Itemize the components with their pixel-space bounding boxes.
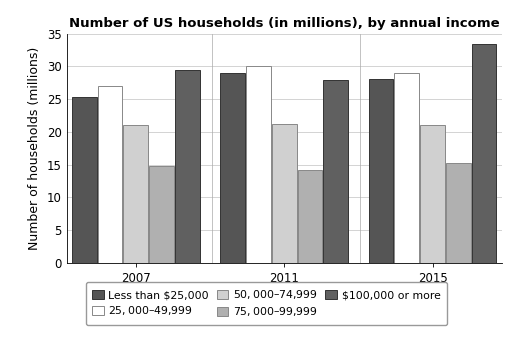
- X-axis label: Year: Year: [269, 290, 300, 303]
- Bar: [220, 73, 245, 263]
- Bar: [472, 43, 496, 263]
- Y-axis label: Number of households (millions): Number of households (millions): [28, 47, 41, 250]
- Bar: [394, 73, 419, 263]
- Bar: [175, 70, 200, 263]
- Bar: [369, 79, 393, 263]
- Title: Number of US households (in millions), by annual income: Number of US households (in millions), b…: [69, 17, 500, 30]
- Bar: [420, 125, 445, 263]
- Bar: [446, 163, 471, 263]
- Bar: [123, 125, 148, 263]
- Bar: [323, 80, 348, 263]
- Bar: [149, 166, 174, 263]
- Bar: [272, 124, 296, 263]
- Bar: [98, 86, 122, 263]
- Bar: [72, 97, 97, 263]
- Bar: [246, 66, 271, 263]
- Legend: Less than $25,000, $25,000–$49,999, $50,000–$74,999, $75,000–$99,999, $100,000 o: Less than $25,000, $25,000–$49,999, $50,…: [86, 282, 447, 325]
- Bar: [297, 170, 322, 263]
